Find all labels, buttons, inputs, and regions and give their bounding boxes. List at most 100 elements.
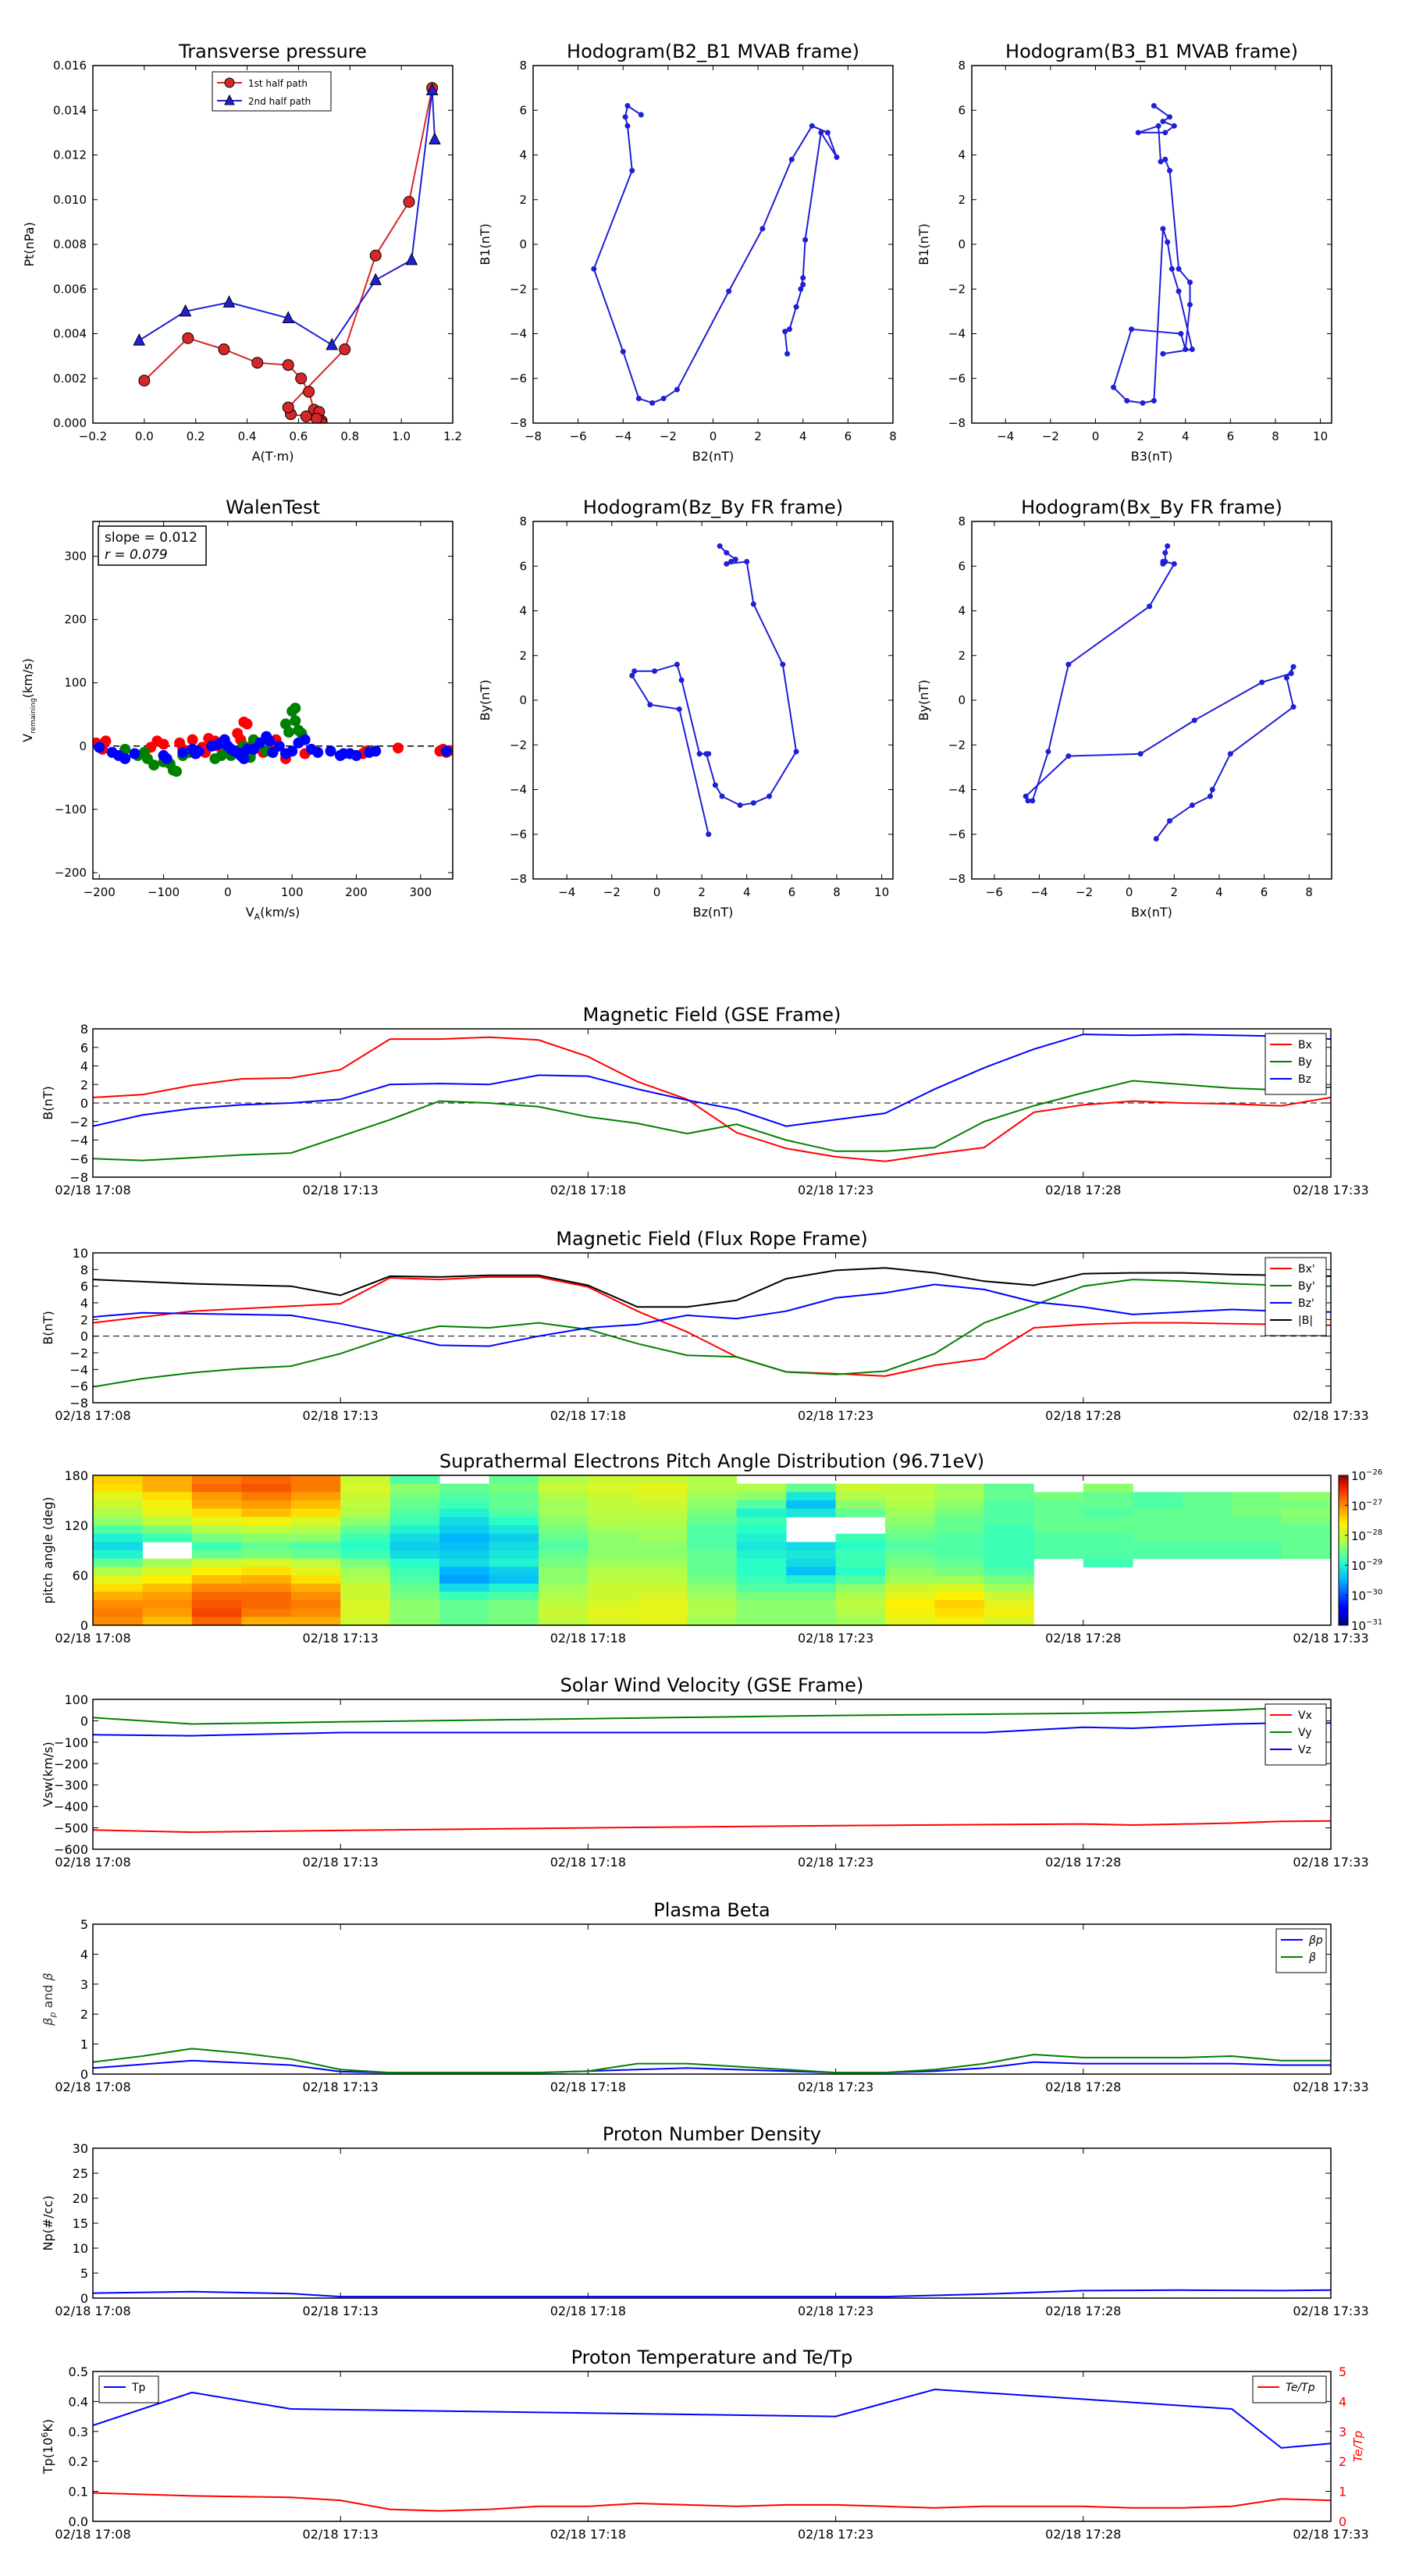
- heatmap-cell: [687, 1492, 738, 1501]
- heatmap-cell: [389, 1542, 440, 1551]
- y-tick-label: 10: [73, 2241, 88, 2256]
- x-tick-label: 6: [1227, 429, 1235, 443]
- x-tick-label: 02/18 17:08: [55, 2527, 130, 2542]
- heatmap-cell: [489, 1533, 539, 1542]
- heatmap-cell: [835, 1533, 886, 1542]
- heatmap-cell: [489, 1575, 539, 1585]
- heatmap-cell: [93, 1508, 143, 1517]
- heatmap-cell: [588, 1617, 638, 1625]
- heatmap-cell: [241, 1483, 292, 1493]
- heatmap-cell: [93, 1600, 143, 1610]
- data-point: [303, 386, 315, 398]
- heatmap-cell: [637, 1517, 688, 1526]
- heatmap-cell: [588, 1542, 638, 1551]
- y-tick-label: 0.000: [53, 416, 87, 430]
- series-line-1: [93, 1707, 1331, 1725]
- heatmap-cell: [290, 1508, 341, 1517]
- heatmap-cell: [588, 1483, 638, 1493]
- y-tick-label: 4: [958, 604, 966, 618]
- colorbar-segment: [1339, 1550, 1348, 1553]
- heatmap-cell: [191, 1492, 242, 1501]
- plot-frame: [971, 521, 1332, 880]
- heatmap-cell: [1182, 1500, 1232, 1510]
- heatmap-cell: [687, 1583, 738, 1592]
- panel-title: Proton Number Density: [603, 2123, 821, 2145]
- data-point: [678, 677, 685, 683]
- heatmap-cell: [1232, 1517, 1282, 1526]
- data-point: [1025, 798, 1031, 804]
- data-point: [631, 668, 638, 674]
- data-point: [94, 742, 105, 753]
- x-tick-label: 02/18 17:33: [1293, 1631, 1368, 1646]
- heatmap-cell: [538, 1558, 589, 1567]
- y-tick-label: 4: [80, 1059, 88, 1074]
- x-tick-label: 02/18 17:18: [550, 1183, 626, 1197]
- heatmap-cell: [439, 1583, 490, 1592]
- data-point: [300, 410, 312, 422]
- heatmap-cell: [588, 1475, 638, 1485]
- y-tick-label: 6: [958, 559, 966, 573]
- heatmap-cell: [934, 1500, 985, 1510]
- heatmap-cell: [538, 1500, 589, 1510]
- heatmap-cell: [290, 1492, 341, 1501]
- colorbar-segment: [1339, 1603, 1348, 1606]
- series-line-0: [1112, 105, 1193, 404]
- heatmap-cell: [588, 1567, 638, 1576]
- data-point: [622, 114, 628, 120]
- heatmap-cell: [241, 1492, 292, 1501]
- y-tick-label: −100: [54, 1735, 88, 1750]
- heatmap-cell: [340, 1583, 391, 1592]
- y-tick-label: 4: [80, 1947, 88, 1962]
- panel-title: Hodogram(Bx_By FR frame): [1021, 496, 1282, 518]
- heatmap-cell: [93, 1550, 143, 1560]
- heatmap-cell: [786, 1500, 837, 1510]
- y-tick-label: 120: [64, 1518, 88, 1533]
- y-tick-label: 2: [80, 2007, 88, 2022]
- heatmap-cell: [786, 1592, 837, 1601]
- y-tick-label: 2: [80, 1077, 88, 1092]
- data-point: [620, 348, 626, 354]
- plot-frame: [92, 1252, 1332, 1404]
- heatmap-cell: [1033, 1525, 1084, 1535]
- heatmap-cell: [885, 1483, 935, 1493]
- heatmap-cell: [736, 1508, 787, 1517]
- data-point: [1178, 331, 1184, 336]
- heatmap-cell: [538, 1592, 589, 1601]
- heatmap-cell: [984, 1575, 1034, 1585]
- data-point: [133, 333, 146, 346]
- heatmap-cell: [290, 1600, 341, 1610]
- plot-frame: [92, 2371, 1332, 2522]
- panel-title: Hodogram(Bz_By FR frame): [583, 496, 843, 518]
- x-tick-label: −0.2: [79, 429, 107, 443]
- legend: βp β: [1275, 1928, 1327, 1973]
- heatmap-cell: [687, 1508, 738, 1517]
- heatmap-cell: [389, 1475, 440, 1485]
- colorbar-segment: [1339, 1578, 1348, 1581]
- data-point: [273, 740, 285, 752]
- heatmap-cell: [191, 1617, 242, 1625]
- heatmap-cell: [637, 1475, 688, 1485]
- heatmap-cell: [290, 1558, 341, 1567]
- heatmap-cell: [984, 1500, 1034, 1510]
- data-point: [370, 745, 382, 757]
- data-point: [1111, 384, 1117, 390]
- y-tick-label: −4: [510, 783, 527, 797]
- data-point: [1168, 265, 1175, 272]
- x-tick-label: 02/18 17:08: [55, 1408, 130, 1423]
- y-tick-label: −6: [948, 372, 966, 386]
- y-tick-label: 15: [73, 2216, 88, 2231]
- heatmap-cell: [1182, 1533, 1232, 1542]
- legend-label: Tp: [131, 2382, 146, 2394]
- heatmap-cell: [389, 1525, 440, 1535]
- colorbar-tick-label: 10−26: [1351, 1468, 1382, 1483]
- heatmap-cell: [1182, 1525, 1232, 1535]
- heatmap-cell: [1083, 1533, 1133, 1542]
- y-tick-label: 2: [519, 193, 527, 207]
- data-point: [793, 749, 799, 755]
- data-point: [1162, 550, 1168, 556]
- data-point: [295, 372, 308, 385]
- data-point: [1140, 400, 1146, 406]
- legend-box: [98, 2375, 159, 2403]
- data-point: [369, 249, 382, 262]
- colorbar-segment: [1339, 1540, 1348, 1543]
